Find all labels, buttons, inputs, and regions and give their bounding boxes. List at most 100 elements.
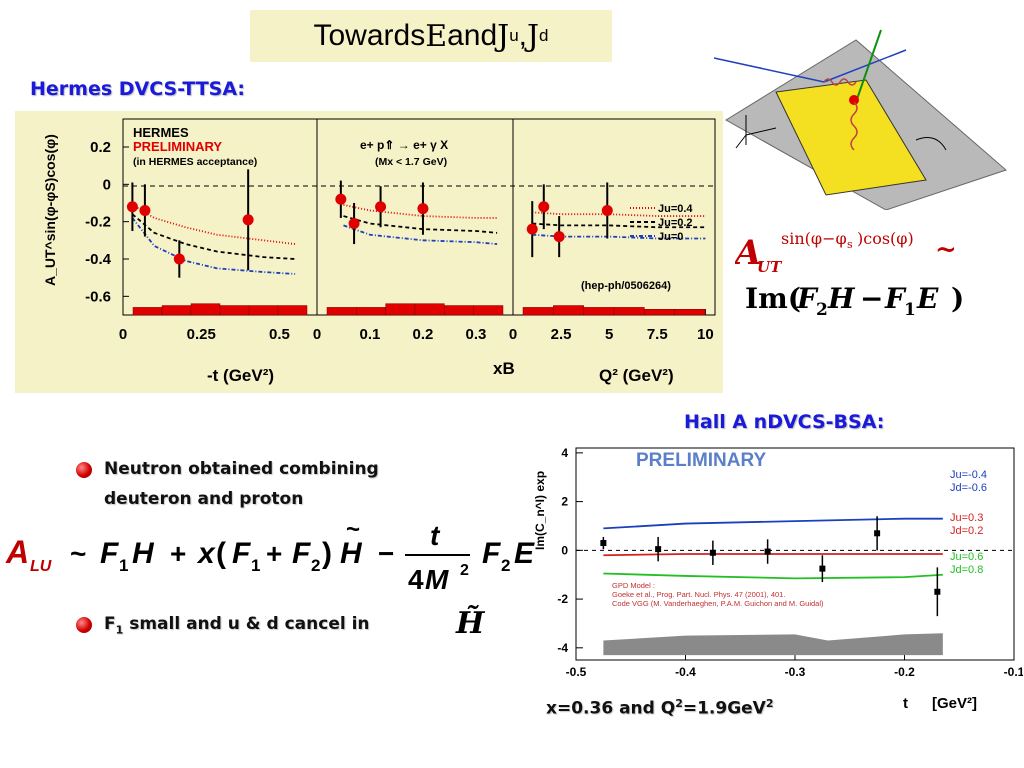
- scattering-geometry-svg: [713, 29, 1007, 211]
- hermes-heading: Hermes DVCS-TTSA:: [30, 78, 246, 100]
- hermes-legend-0: Ju=0.4: [658, 203, 693, 215]
- title-Jd-sub: d: [539, 26, 549, 45]
- hermes-point-2-3: [601, 204, 613, 216]
- halla-figure: -0.5 -0.4 -0.3 -0.2 -0.1 4 2 0 -2 -4 PRELIMINARY …: [518, 440, 1024, 725]
- halla-caption-sup2: 2: [765, 697, 774, 710]
- halla-legend-jd-0: Jd=-0.6: [950, 482, 987, 494]
- svg-text:LU: LU: [30, 558, 52, 575]
- halla-point-2: [709, 549, 716, 556]
- halla-caption-sup: 2: [675, 697, 683, 710]
- halla-point-6: [934, 588, 941, 595]
- hermes-sys-band-1-3: [414, 303, 445, 316]
- title-Jd: J: [527, 18, 540, 54]
- svg-text:~: ~: [935, 235, 957, 265]
- hermes-ytick-label-4: -0.6: [85, 288, 111, 305]
- alu-formula: A LU ~ F 1 H + x ( F 1 + F 2 ) H ~ − t 4…: [0, 515, 560, 595]
- hermes-ytick-label-1: 0: [103, 176, 111, 193]
- scattered-lepton-line: [823, 49, 907, 83]
- hermes-curve-0-0: [131, 204, 296, 245]
- halla-legend-jd-2: Jd=0.8: [950, 564, 983, 576]
- hermes-sys-band-1-2: [385, 303, 416, 316]
- hermes-xlabel-t: -t (GeV²): [207, 366, 274, 385]
- hermes-sys-band-0-5: [277, 305, 308, 316]
- halla-xunit-t: t: [903, 695, 908, 712]
- hermes-point-0-3: [242, 214, 254, 226]
- title-Ju: J: [497, 18, 510, 54]
- hermes-point-2-2: [553, 231, 565, 243]
- halla-gpd-model-2: Code VGG (M. Vanderhaeghen, P.A.M. Guich…: [612, 599, 824, 608]
- hermes-curve-0-2: [131, 217, 296, 275]
- phi-arc: [915, 137, 947, 151]
- halla-point-3: [764, 548, 771, 555]
- halla-ytick-label-4: -4: [557, 641, 568, 655]
- svg-text:2: 2: [311, 556, 320, 575]
- svg-text:M: M: [425, 564, 449, 595]
- hermes-ref: (hep-ph/0506264): [581, 280, 671, 292]
- svg-text:(: (: [216, 537, 226, 570]
- svg-text:H: H: [340, 537, 363, 570]
- halla-point-4: [819, 565, 826, 572]
- hermes-point-1-0: [335, 193, 347, 205]
- halla-ytick-label-0: 4: [561, 446, 568, 460]
- hermes-sys-band-1-1: [356, 307, 386, 316]
- hermes-sys-band-0-1: [161, 305, 192, 316]
- svg-text:1: 1: [119, 556, 128, 575]
- svg-text:~: ~: [70, 538, 86, 569]
- hermes-xtick-label-0-0: 0: [119, 326, 127, 343]
- halla-xtick-label-0: -0.5: [566, 665, 587, 679]
- axis-x: [745, 127, 777, 136]
- hermes-point-2-0: [526, 223, 538, 235]
- svg-text:2: 2: [460, 562, 469, 579]
- hermes-point-1-1: [348, 218, 360, 230]
- hermes-point-0-2: [173, 253, 185, 265]
- asymmetry-formula-svg: A UT sin(φ−φ s )cos(φ) ~ Im( F 2 H − F 1…: [732, 229, 964, 320]
- hermes-xtick-label-1-2: 0.2: [413, 326, 434, 343]
- halla-ytick-label-1: 2: [561, 495, 568, 509]
- halla-legend-ju-1: Ju=0.3: [950, 512, 983, 524]
- hermes-xtick-label-1-1: 0.1: [360, 326, 381, 343]
- hermes-xtick-label-1-3: 0.3: [465, 326, 486, 343]
- hermes-curve-2-2: [532, 233, 706, 240]
- hermes-curve-2-0: [532, 211, 706, 217]
- svg-text:UT: UT: [757, 258, 783, 276]
- target-dot: [849, 95, 859, 105]
- svg-text:4: 4: [408, 564, 424, 595]
- hermes-sys-band-2-4: [644, 309, 675, 316]
- hermes-xtick-label-2-2: 5: [605, 326, 613, 343]
- halla-point-5: [874, 530, 881, 537]
- bullet-2-post: small and u & d cancel in: [123, 614, 370, 634]
- halla-gpd-model-1: Goeke et al., Prog. Part. Nucl. Phys. 47…: [612, 590, 785, 599]
- svg-text:F: F: [292, 537, 311, 570]
- halla-ylabel: Im(C_n^I) exp: [533, 471, 547, 550]
- svg-text:Im(: Im(: [745, 282, 801, 315]
- bullet-2-pre: F: [104, 614, 116, 634]
- hermes-sys-band-0-4: [248, 305, 279, 316]
- svg-text:+: +: [266, 538, 282, 569]
- halla-legend-jd-1: Jd=0.2: [950, 525, 983, 537]
- hermes-figure: 0 0.25 0.5 0.2 0 -0.2 -0.4 -0.6 0 0.1 0.2 0.3 0 2.5 5 7…: [15, 111, 723, 393]
- hermes-reaction: e+ p⇑ → e+ γ X: [360, 138, 448, 152]
- real-photon-wave: [850, 101, 858, 151]
- hermes-sys-band-2-1: [553, 305, 584, 316]
- hermes-xlabel-xB: xB: [493, 359, 515, 378]
- hermes-sys-band-0-2: [190, 303, 221, 316]
- halla-curve-1: [603, 553, 943, 557]
- svg-text:−: −: [378, 538, 394, 569]
- hermes-xlabel-Q2: Q² (GeV²): [599, 366, 674, 385]
- hermes-legend-2: Ju=0: [658, 231, 683, 243]
- halla-ytick-label-3: -2: [557, 592, 568, 606]
- hermes-xtick-label-2-4: 10: [697, 326, 714, 343]
- svg-text:x: x: [196, 537, 216, 570]
- hermes-xtick-label-0-1: 0.25: [187, 326, 216, 343]
- hermes-logo: HERMES: [133, 125, 189, 140]
- scattering-geometry-diagram: [706, 20, 1018, 211]
- hermes-point-1-2: [375, 201, 387, 213]
- beam-line: [713, 57, 825, 83]
- halla-curve-2: [603, 572, 943, 580]
- hermes-legend-1: Ju=0.2: [658, 217, 693, 229]
- hermes-sys-band-1-5: [473, 305, 504, 316]
- hermes-sys-band-1-0: [326, 307, 357, 316]
- asymmetry-formula: A UT sin(φ−φ s )cos(φ) ~ Im( F 2 H − F 1…: [732, 222, 1024, 322]
- hermes-xtick-label-2-0: 0: [509, 326, 517, 343]
